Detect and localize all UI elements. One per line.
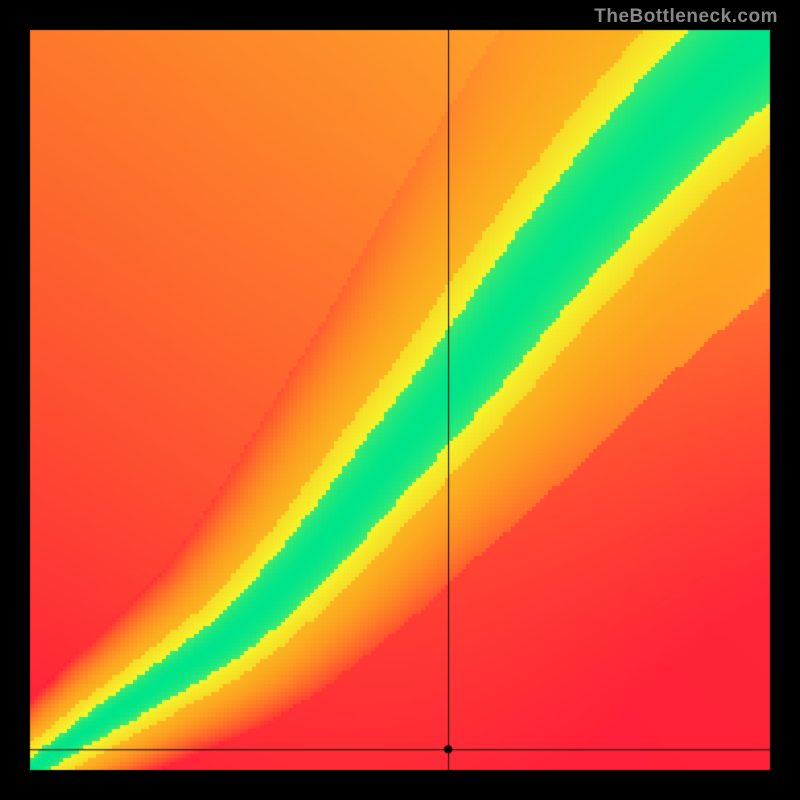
watermark-label: TheBottleneck.com <box>594 6 778 28</box>
chart-container: { "watermark": "TheBottleneck.com", "can… <box>0 0 800 800</box>
bottleneck-heatmap <box>0 0 800 800</box>
